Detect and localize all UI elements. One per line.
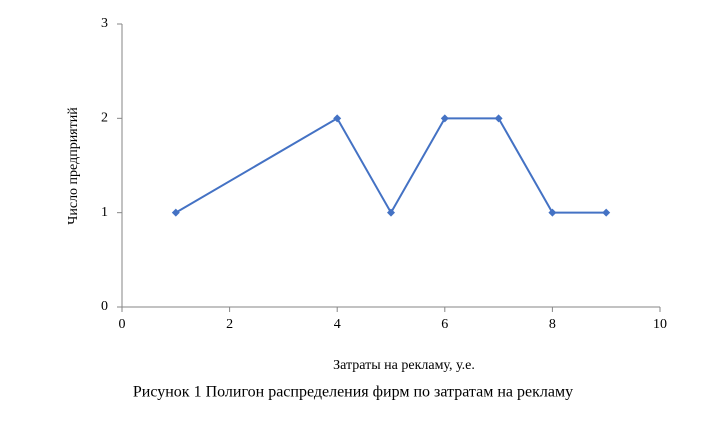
x-tick-label: 8 bbox=[549, 317, 556, 332]
y-tick-label: 3 bbox=[101, 16, 108, 31]
data-marker bbox=[602, 208, 611, 217]
x-tick-label: 0 bbox=[119, 317, 126, 332]
data-marker bbox=[333, 114, 342, 123]
data-marker bbox=[387, 208, 395, 217]
data-line bbox=[175, 116, 607, 215]
data-marker bbox=[494, 114, 503, 123]
x-tick-label: 4 bbox=[334, 317, 341, 332]
x-axis-label: Затраты на рекламу, у.е. bbox=[333, 358, 475, 373]
x-tick-label: 2 bbox=[226, 317, 233, 332]
data-marker bbox=[440, 114, 449, 123]
data-marker bbox=[171, 208, 180, 217]
x-tick-label: 10 bbox=[653, 317, 667, 332]
data-marker bbox=[548, 208, 557, 217]
x-tick-label: 6 bbox=[441, 317, 448, 332]
caption: Рисунок 1 Полигон распределения фирм по … bbox=[133, 384, 573, 401]
y-tick-label: 1 bbox=[101, 205, 108, 220]
y-tick-label: 2 bbox=[101, 111, 108, 126]
y-axis-label: Число предприятий bbox=[66, 107, 81, 225]
y-tick-label: 0 bbox=[101, 299, 108, 314]
